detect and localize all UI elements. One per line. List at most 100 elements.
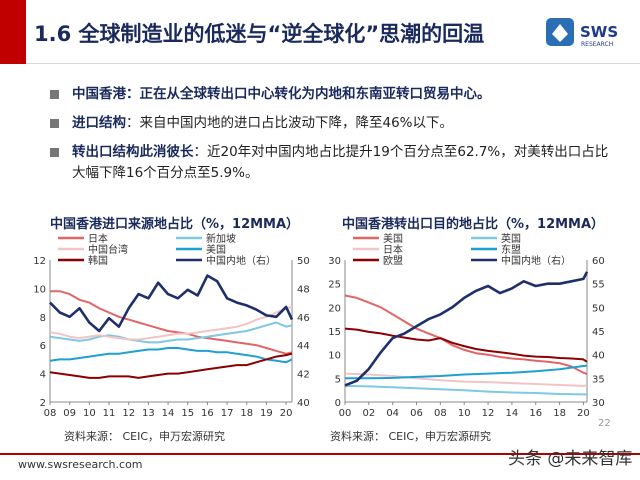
x-tick-label: 02 (362, 408, 375, 419)
legend-label: 美国 (383, 232, 403, 245)
bullet-item: 进口结构：来自中国内地的进口占比波动下降，降至46%以下。 (50, 113, 620, 134)
y-right-tick-label: 55 (592, 280, 605, 291)
footer-divider (0, 453, 640, 455)
y-left-tick-label: 6 (40, 341, 46, 352)
y-right-tick-label: 40 (297, 398, 310, 409)
x-tick-label: 12 (122, 408, 135, 419)
series-line-2 (344, 372, 588, 387)
header-accent-bar (0, 0, 26, 64)
series-line-3 (345, 364, 588, 380)
chart-reexports: 0 5 10 15 20 25 30 30 35 40 45 50 55 60 00 02 04 06 08 10 12… (328, 232, 605, 419)
page-number: 22 (598, 418, 611, 429)
y-right-tick-label: 44 (297, 341, 310, 352)
bullet-square-icon (50, 90, 59, 99)
x-tick-label: 18 (553, 408, 566, 419)
y-left-tick-label: 2 (40, 398, 46, 409)
y-right-tick-label: 60 (592, 256, 605, 267)
x-tick-label: 10 (83, 408, 96, 419)
legend-label: 新加坡 (206, 232, 236, 245)
legend-label: 东盟 (501, 243, 521, 256)
bullet-heading: 中国香港：正在从全球转出口中心转化为内地和东南亚转口贸易中心。 (72, 86, 491, 102)
legend-label: 中国内地（右） (501, 254, 571, 267)
series-line-0 (344, 294, 588, 376)
x-tick-label: 19 (260, 408, 273, 419)
y-left-tick-label: 25 (328, 280, 341, 291)
logo-main-text: SWS (580, 23, 618, 41)
bullet-item: 转出口结构此消彼长：近20年对中国内地占比提升19个百分点至62.7%，对美转出… (50, 142, 620, 184)
slide-title: 1.6 全球制造业的低迷与“逆全球化”思潮的回温 (34, 22, 485, 46)
x-tick-label: 20 (577, 408, 590, 419)
x-tick-label: 08 (434, 408, 447, 419)
bullet-heading: 进口结构 (72, 115, 126, 131)
y-left-tick-label: 10 (328, 351, 341, 362)
legend-label: 中国台湾 (88, 243, 128, 256)
x-tick-label: 14 (162, 408, 175, 419)
chart-title-reexports: 中国香港转出口目的地占比（%，12MMA） (342, 217, 605, 232)
y-right-tick-label: 48 (297, 284, 310, 295)
y-right-tick-label: 42 (297, 370, 310, 381)
slide-header: 1.6 全球制造业的低迷与“逆全球化”思潮的回温 SWS RESEARCH (0, 0, 640, 64)
bullet-heading: 转出口结构此消彼长 (72, 144, 194, 160)
y-left-tick-label: 8 (40, 313, 46, 324)
logo-mark-shape (552, 24, 568, 42)
x-tick-label: 11 (103, 408, 116, 419)
watermark: 头条 @未来智库 (508, 449, 633, 469)
y-left-tick-label: 5 (335, 374, 341, 385)
footer-url: www.swsresearch.com (18, 458, 143, 471)
legend-label: 中国内地（右） (206, 254, 276, 267)
y-right-tick-label: 45 (592, 327, 605, 338)
y-left-tick-label: 20 (328, 303, 341, 314)
bullet-square-icon (50, 119, 59, 128)
legend-label: 欧盟 (383, 255, 403, 267)
legend-label: 美国 (206, 243, 226, 256)
x-tick-label: 18 (240, 408, 253, 419)
y-left-tick-label: 15 (328, 327, 341, 338)
y-right-tick-label: 46 (297, 313, 310, 324)
series-line-4 (344, 327, 588, 363)
y-right-tick-label: 40 (592, 351, 605, 362)
chart-title-imports: 中国香港进口来源地占比（%，12MMA） (50, 217, 300, 232)
series-line-5 (344, 271, 589, 387)
x-tick-label: 14 (506, 408, 519, 419)
series-line-3 (49, 347, 293, 364)
x-tick-label: 09 (63, 408, 76, 419)
x-tick-label: 13 (142, 408, 155, 419)
logo-sub-text: RESEARCH (581, 41, 613, 48)
legend-label: 日本 (88, 232, 108, 245)
y-left-tick-label: 0 (335, 398, 341, 409)
series-line-2 (49, 305, 293, 341)
y-left-tick-label: 4 (40, 370, 46, 381)
chart-source-reexports: 资料来源： CEIC，申万宏源研究 (330, 430, 492, 443)
x-tick-label: 10 (458, 408, 471, 419)
bullet-text: ：来自中国内地的进口占比波动下降，降至46%以下。 (126, 115, 454, 131)
series-line-1 (49, 321, 293, 344)
series-line-5 (49, 274, 294, 333)
bullet-item: 中国香港：正在从全球转出口中心转化为内地和东南亚转口贸易中心。 (50, 84, 620, 105)
legend-label: 日本 (383, 243, 403, 256)
x-tick-label: 06 (410, 408, 423, 419)
y-left-tick-label: 12 (33, 256, 46, 267)
x-tick-label: 17 (221, 408, 234, 419)
x-tick-label: 00 (339, 408, 352, 419)
x-tick-label: 08 (44, 408, 57, 419)
legend-label: 韩国 (88, 254, 108, 267)
y-right-tick-label: 30 (592, 398, 605, 409)
series-line-0 (50, 290, 293, 355)
y-left-tick-label: 10 (33, 284, 46, 295)
y-right-tick-label: 50 (297, 256, 310, 267)
bullet-text: ：近20年对中国内地占比提升19个百分点至62.7%，对美转出口占比大幅下降16… (72, 144, 609, 181)
y-left-tick-label: 30 (328, 256, 341, 267)
x-tick-label: 04 (386, 408, 399, 419)
x-tick-label: 12 (482, 408, 495, 419)
series-line-1 (344, 384, 587, 396)
sws-logo: SWS RESEARCH (546, 18, 618, 48)
header-divider (26, 63, 640, 64)
legend-label: 英国 (501, 232, 521, 245)
x-tick-label: 20 (280, 408, 293, 419)
bullet-square-icon (50, 148, 59, 157)
x-tick-label: 16 (529, 408, 542, 419)
x-tick-label: 16 (201, 408, 214, 419)
x-tick-label: 15 (181, 408, 194, 419)
y-right-tick-label: 35 (592, 374, 605, 385)
